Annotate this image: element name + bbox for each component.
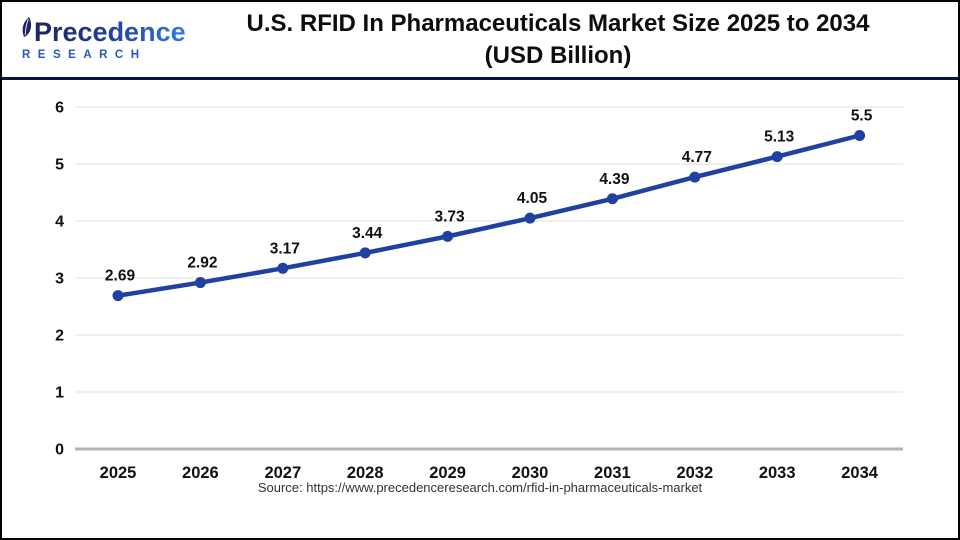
header: Precedence RESEARCH U.S. RFID In Pharmac… <box>2 2 958 80</box>
x-axis-tick-label: 2029 <box>429 464 466 482</box>
logo-wordmark-row: Precedence <box>20 16 186 47</box>
data-point-marker <box>194 277 206 289</box>
chart-area: 0 1 2 3 4 5 6 2025 2026 2027 2028 2029 2030 2031 2032 2… <box>2 80 958 504</box>
y-axis-tick-label: 4 <box>55 214 64 231</box>
logo-subtitle: RESEARCH <box>22 48 147 61</box>
data-point-label: 5.13 <box>764 129 795 146</box>
x-axis-tick-label: 2025 <box>100 464 137 482</box>
x-axis-tick-label: 2027 <box>264 464 301 482</box>
y-axis-tick-label: 2 <box>55 328 64 345</box>
x-axis-tick-label: 2034 <box>841 464 879 482</box>
data-point-label: 4.05 <box>517 190 548 207</box>
data-point-label: 4.77 <box>682 149 712 166</box>
series-line <box>115 133 862 298</box>
data-point-marker <box>112 290 124 302</box>
data-point-marker <box>442 230 454 242</box>
data-point-marker <box>524 212 536 224</box>
chart-title: U.S. RFID In Pharmaceuticals Market Size… <box>246 9 870 37</box>
data-point-marker <box>359 247 371 259</box>
data-point-label: 4.39 <box>599 171 630 188</box>
line-chart: 0 1 2 3 4 5 6 2025 2026 2027 2028 2029 2030 2031 2032 2… <box>55 100 903 482</box>
brand-logo: Precedence RESEARCH <box>12 16 186 61</box>
data-point-label: 2.92 <box>187 255 217 272</box>
data-point-marker <box>689 171 701 183</box>
x-axis-tick-label: 2033 <box>759 464 796 482</box>
y-axis-tick-label: 1 <box>55 385 64 402</box>
data-point-marker <box>606 193 618 205</box>
x-axis-tick-label: 2031 <box>594 464 631 482</box>
chart-title-block: U.S. RFID In Pharmaceuticals Market Size… <box>182 8 948 72</box>
data-point-label: 3.17 <box>270 240 300 257</box>
y-axis-tick-label: 3 <box>55 271 64 288</box>
x-axis-tick-label: 2032 <box>676 464 713 482</box>
data-point-marker <box>277 262 289 274</box>
data-point-label: 3.73 <box>435 208 466 225</box>
x-axis-tick-label: 2030 <box>512 464 549 482</box>
y-axis-tick-label: 0 <box>55 442 64 459</box>
chart-subtitle: (USD Billion) <box>484 41 632 69</box>
x-axis-tick-label: 2026 <box>182 464 219 482</box>
data-point-marker <box>771 151 783 163</box>
data-point-label: 2.69 <box>105 268 136 285</box>
data-point-marker <box>854 130 866 141</box>
data-point-label: 5.5 <box>851 108 873 125</box>
y-axis-tick-label: 5 <box>55 157 64 174</box>
y-axis-tick-label: 6 <box>55 100 64 117</box>
data-point-label: 3.44 <box>352 225 383 242</box>
logo-wordmark: Precedence <box>34 16 186 47</box>
source-note: Source: https://www.precedenceresearch.c… <box>257 480 703 495</box>
leaf-icon <box>22 16 32 37</box>
x-axis-tick-label: 2028 <box>347 464 384 482</box>
